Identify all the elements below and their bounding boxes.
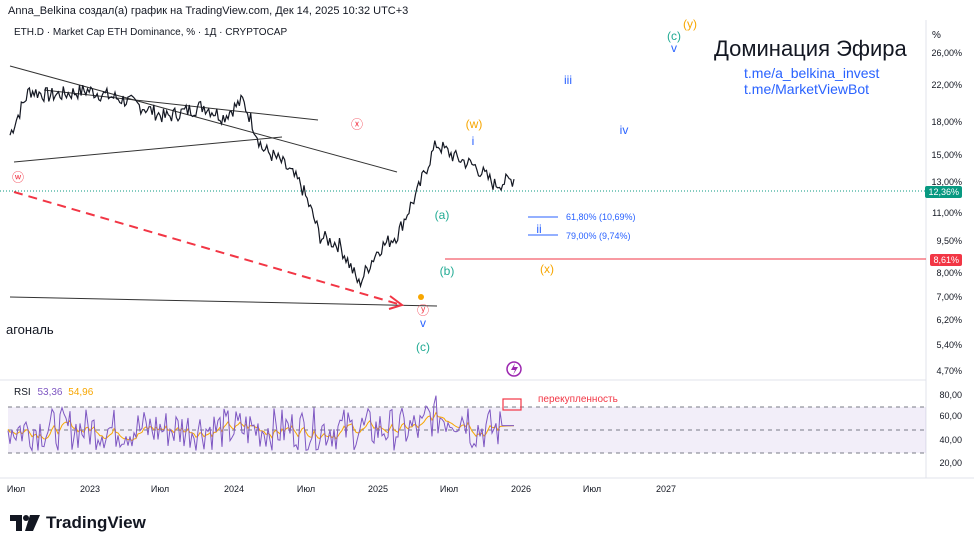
symbol-legend[interactable]: ETH.D · Market Cap ETH Dominance, % · 1Д… bbox=[14, 27, 288, 38]
time-tick: 2026 bbox=[510, 484, 532, 494]
rsi-line bbox=[7, 395, 514, 453]
rsi-tick: 40,00 bbox=[939, 435, 962, 445]
rsi-name: RSI bbox=[14, 387, 31, 398]
wave-v-blue-low[interactable]: v bbox=[420, 316, 426, 330]
axis-unit-label: % bbox=[932, 30, 941, 41]
wave-b-green[interactable]: (b) bbox=[439, 264, 455, 278]
telegram-link-1[interactable]: t.me/a_belkina_invest bbox=[744, 65, 880, 81]
wave-v-blue-high[interactable]: v bbox=[671, 41, 677, 55]
wave-iv-blue[interactable]: iv bbox=[619, 123, 629, 137]
wave-x-orange[interactable]: (x) bbox=[540, 262, 554, 276]
time-tick: 2025 bbox=[367, 484, 389, 494]
price-tick: 9,50% bbox=[936, 236, 962, 246]
fib-790-label: 79,00% (9,74%) bbox=[566, 231, 631, 241]
price-tick: 18,00% bbox=[931, 117, 962, 127]
price-tick: 26,00% bbox=[931, 48, 962, 58]
price-tick: 7,00% bbox=[936, 292, 962, 302]
upper-wedge-line[interactable] bbox=[43, 89, 319, 121]
rsi-value: 53,36 bbox=[37, 387, 63, 398]
price-tick: 8,00% bbox=[936, 268, 962, 278]
event-dot-icon[interactable] bbox=[418, 294, 424, 300]
current-price-badge: 12,36% bbox=[925, 186, 962, 198]
wave-x-red[interactable]: ⓧ bbox=[350, 117, 364, 132]
chart-attribution: Anna_Belkina создал(а) график на Trading… bbox=[8, 5, 409, 17]
rsi-ma-line bbox=[7, 411, 515, 442]
upper-trendline[interactable] bbox=[9, 65, 398, 173]
price-tick: 11,00% bbox=[932, 208, 962, 218]
price-tick: 22,00% bbox=[931, 80, 962, 90]
wave-w-red[interactable]: ⓦ bbox=[11, 170, 25, 185]
rsi-ma-value: 54,96 bbox=[68, 387, 94, 398]
wave-i-blue[interactable]: i bbox=[471, 134, 475, 148]
wave-c-green-low[interactable]: (c) bbox=[416, 340, 430, 354]
wave-y-red[interactable]: ⓨ bbox=[416, 303, 430, 318]
rsi-legend[interactable]: RSI 53,36 54,96 bbox=[14, 387, 93, 398]
rsi-tick: 20,00 bbox=[939, 458, 962, 468]
time-tick: Июл bbox=[150, 484, 170, 494]
overbought-marker[interactable] bbox=[502, 398, 522, 411]
wave-a-green[interactable]: (a) bbox=[434, 208, 450, 222]
price-tick: 13,00% bbox=[931, 177, 962, 187]
lightning-icon[interactable] bbox=[506, 361, 522, 377]
time-tick: Июл bbox=[6, 484, 26, 494]
level-price-badge: 8,61% bbox=[930, 254, 962, 266]
price-tick: 5,40% bbox=[936, 340, 962, 350]
diagonal-baseline[interactable] bbox=[9, 296, 438, 307]
rsi-tick: 60,00 bbox=[939, 411, 962, 421]
wave-c-green-high[interactable]: (c) bbox=[667, 29, 681, 43]
price-tick: 4,70% bbox=[936, 366, 962, 376]
time-tick: Июл bbox=[439, 484, 459, 494]
price-tick: 6,20% bbox=[936, 315, 962, 325]
time-tick: 2024 bbox=[223, 484, 245, 494]
diagonal-label: агональ bbox=[6, 322, 54, 337]
wave-ii-blue[interactable]: ii bbox=[536, 222, 542, 236]
time-tick: 2023 bbox=[79, 484, 101, 494]
fib-618-label: 61,80% (10,69%) bbox=[566, 212, 636, 222]
overbought-label: перекупленность bbox=[538, 394, 618, 405]
tradingview-logo[interactable]: TradingView bbox=[10, 513, 146, 533]
time-tick: Июл bbox=[582, 484, 602, 494]
lower-wedge-line[interactable] bbox=[13, 136, 283, 163]
price-series-line bbox=[9, 85, 515, 289]
arrow-head-icon bbox=[388, 295, 405, 310]
wave-iii-blue[interactable]: iii bbox=[564, 73, 572, 87]
wave-w-orange[interactable]: (w) bbox=[465, 117, 483, 131]
price-tick: 15,00% bbox=[931, 150, 962, 160]
lightning-bolt-icon bbox=[511, 363, 518, 375]
red-projection-arrow[interactable] bbox=[13, 191, 399, 305]
time-tick: Июл bbox=[296, 484, 316, 494]
wave-y-orange[interactable]: (y) bbox=[683, 17, 697, 31]
time-tick: 2027 bbox=[655, 484, 677, 494]
brand-name: TradingView bbox=[46, 513, 146, 532]
chart-title-overlay: Доминация Эфира bbox=[714, 36, 907, 61]
telegram-link-2[interactable]: t.me/MarketViewBot bbox=[744, 81, 870, 97]
tv-logo-icon bbox=[10, 515, 40, 531]
rsi-tick: 80,00 bbox=[939, 390, 962, 400]
